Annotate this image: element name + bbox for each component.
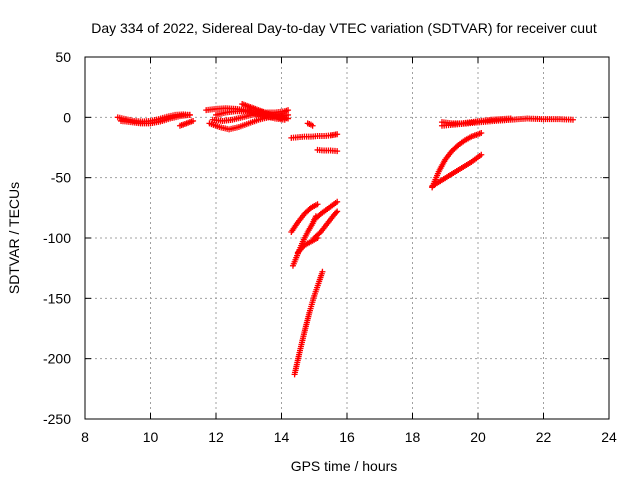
data-marks (114, 101, 576, 378)
data-point (334, 131, 341, 138)
data-series-2 (176, 117, 197, 129)
data-point (281, 116, 288, 123)
data-point (569, 116, 576, 123)
data-point (186, 111, 193, 118)
x-tick-label: 10 (143, 429, 159, 445)
data-point (334, 198, 341, 205)
data-series-7 (239, 101, 285, 122)
data-series-10 (314, 146, 341, 155)
data-point (309, 122, 316, 129)
data-series-9 (304, 120, 316, 129)
data-series-18 (429, 151, 485, 190)
data-series-11 (288, 201, 321, 235)
y-tick-label: -100 (43, 230, 71, 246)
data-point (334, 208, 341, 215)
data-series-8 (288, 131, 341, 141)
data-series-20 (438, 115, 514, 127)
data-point (478, 151, 485, 158)
y-tick-label: -150 (43, 290, 71, 306)
data-point (334, 148, 341, 155)
data-series-1 (118, 111, 193, 127)
y-tick-label: -50 (51, 170, 71, 186)
data-point (507, 115, 514, 122)
x-tick-label: 12 (208, 429, 224, 445)
data-point (314, 201, 321, 208)
y-axis-label: SDTVAR / TECUs (6, 182, 22, 294)
y-tick-label: -200 (43, 351, 71, 367)
data-point (478, 130, 485, 137)
data-point (319, 268, 326, 275)
x-tick-label: 22 (536, 429, 552, 445)
x-tick-label: 16 (339, 429, 355, 445)
x-tick-label: 14 (274, 429, 290, 445)
data-series-4 (206, 111, 292, 133)
axis-ticks: 8 10 12 14 16 18 20 22 24 50 0 -50 -100 -150 -200 -250 (43, 49, 617, 445)
x-axis-label: GPS time / hours (291, 458, 398, 474)
y-tick-label: -250 (43, 411, 71, 427)
x-tick-label: 24 (601, 429, 617, 445)
data-point (278, 115, 285, 122)
data-point (333, 209, 340, 216)
grid (85, 57, 609, 419)
data-series-14 (311, 198, 341, 223)
x-tick-label: 20 (470, 429, 486, 445)
chart-title: Day 334 of 2022, Sidereal Day-to-day VTE… (91, 20, 597, 36)
x-tick-label: 8 (81, 429, 89, 445)
data-point (285, 115, 292, 122)
y-tick-label: 0 (63, 109, 71, 125)
data-series-16 (291, 268, 326, 378)
data-point (190, 117, 197, 124)
y-tick-label: 50 (55, 49, 71, 65)
x-tick-label: 18 (405, 429, 421, 445)
data-series-15 (311, 208, 341, 241)
